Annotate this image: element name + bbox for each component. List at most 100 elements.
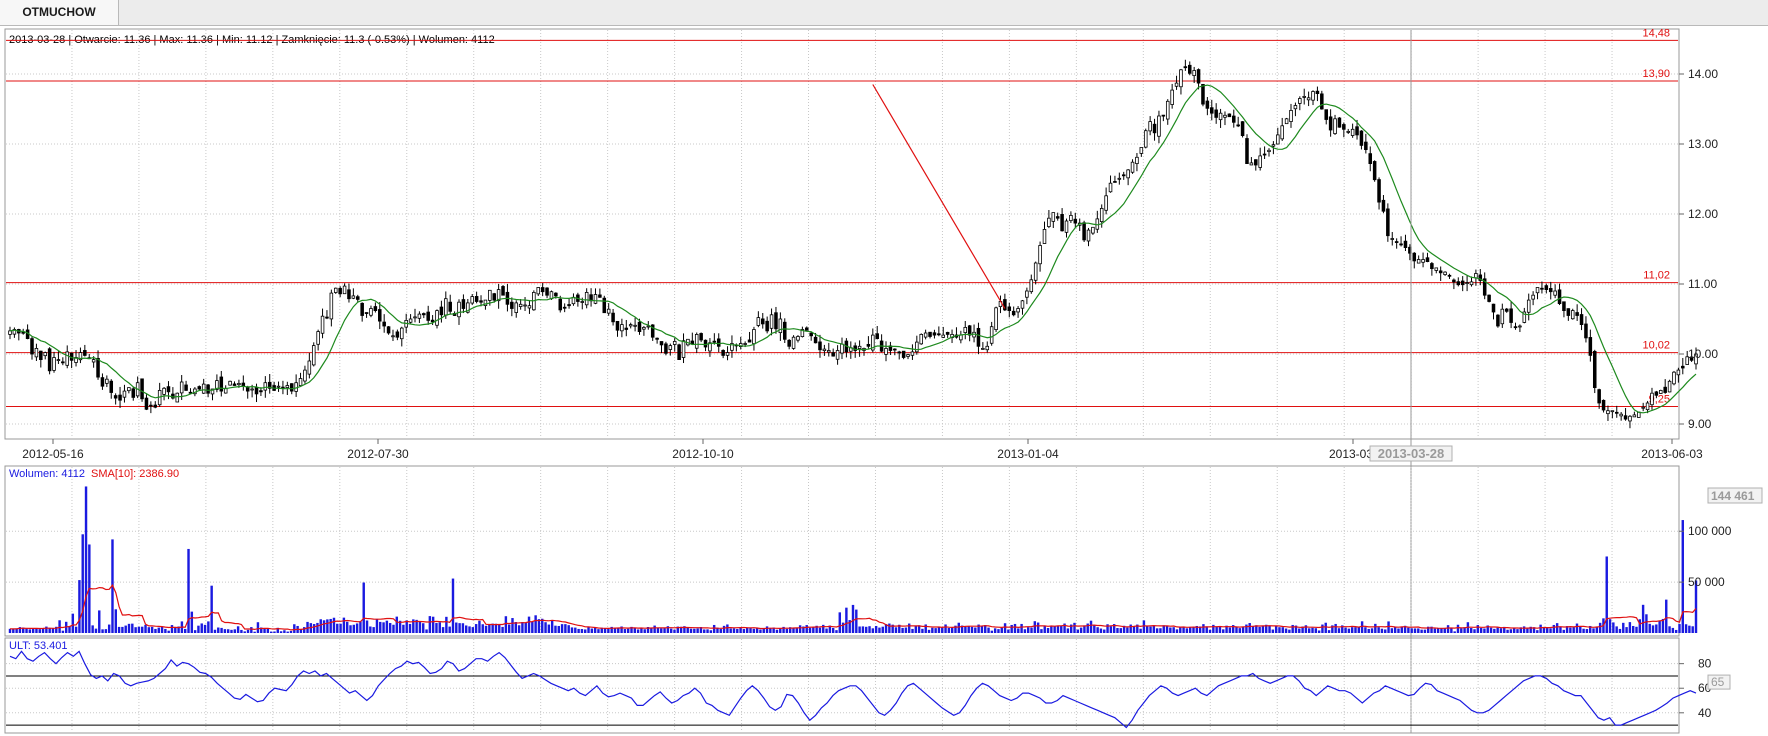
volume-bar bbox=[1370, 628, 1374, 633]
candle bbox=[589, 288, 593, 307]
candle-body bbox=[1117, 177, 1122, 180]
candle-body bbox=[8, 330, 12, 335]
ult-pane[interactable] bbox=[4, 637, 1680, 734]
hline-label-1: 13,90 bbox=[1642, 68, 1670, 80]
candle-body bbox=[1491, 303, 1496, 313]
volume-bar bbox=[428, 616, 432, 633]
price-y-tick-3: 12.00 bbox=[1688, 207, 1718, 221]
candle-body bbox=[1676, 369, 1681, 376]
volume-bar bbox=[564, 624, 567, 633]
volume-bar bbox=[388, 623, 392, 633]
candle-body bbox=[1623, 415, 1628, 420]
candle-body bbox=[131, 388, 136, 398]
price-x-tick-4: 2013-03- bbox=[1329, 447, 1377, 461]
candle-body bbox=[989, 326, 994, 344]
tab-otmuchow[interactable]: OTMUCHOW bbox=[0, 0, 119, 25]
volume-bar bbox=[941, 627, 944, 633]
volume-bar bbox=[385, 620, 389, 633]
volume-bar bbox=[230, 629, 233, 633]
volume-bar bbox=[957, 622, 960, 633]
candle bbox=[783, 318, 787, 344]
volume-bar bbox=[855, 609, 858, 633]
volume-bar bbox=[1651, 625, 1655, 633]
candle bbox=[774, 306, 778, 334]
volume-bar bbox=[1559, 626, 1562, 633]
candle bbox=[435, 309, 439, 329]
candle-body bbox=[1210, 107, 1214, 114]
volume-bar bbox=[656, 627, 660, 633]
volume-bar bbox=[785, 628, 789, 633]
candle bbox=[8, 326, 12, 340]
candle bbox=[338, 286, 342, 298]
volume-bar bbox=[1053, 625, 1056, 633]
volume-bar bbox=[398, 620, 402, 633]
volume-bar bbox=[1694, 580, 1698, 633]
volume-bar bbox=[1271, 629, 1275, 633]
volume-bar bbox=[18, 627, 22, 633]
volume-bar bbox=[164, 628, 167, 633]
chart-area[interactable]: 2013-03-28 | Otwarcie: 11.36 | Max: 11.3… bbox=[0, 26, 1768, 736]
volume-bar bbox=[795, 628, 799, 633]
candle-body bbox=[1003, 299, 1007, 311]
price-y-tick-1: 10.00 bbox=[1688, 347, 1718, 361]
candle-body bbox=[466, 302, 470, 313]
volume-bar bbox=[653, 625, 656, 633]
candle bbox=[1148, 116, 1152, 136]
volume-pane[interactable] bbox=[4, 465, 1680, 637]
candle-body bbox=[1425, 257, 1430, 263]
candle-body bbox=[1064, 220, 1069, 233]
volume-bar bbox=[1228, 627, 1232, 633]
volume-bar bbox=[537, 619, 541, 633]
volume-bar bbox=[1440, 628, 1443, 633]
candle bbox=[386, 326, 391, 335]
candle-body bbox=[303, 369, 307, 382]
volume-bar bbox=[1122, 625, 1126, 633]
cursor-date: 2013-03-28 bbox=[1378, 446, 1445, 461]
candle bbox=[1262, 146, 1267, 160]
volume-bar bbox=[240, 629, 243, 633]
volume-bar bbox=[1658, 620, 1661, 633]
candle bbox=[672, 338, 677, 352]
volume-bar bbox=[719, 629, 722, 633]
volume-bar bbox=[253, 631, 256, 633]
volume-bar bbox=[1136, 624, 1139, 633]
candle bbox=[1663, 379, 1667, 394]
volume-bar bbox=[1050, 625, 1053, 633]
volume-bar bbox=[779, 628, 782, 633]
candle bbox=[756, 311, 761, 328]
candle-body bbox=[1174, 82, 1179, 87]
candle-body bbox=[1227, 113, 1232, 118]
candle bbox=[1298, 96, 1302, 111]
ult-line bbox=[9, 650, 1697, 729]
candle bbox=[118, 386, 122, 408]
volume-bar bbox=[1579, 626, 1582, 633]
volume-bar bbox=[1668, 626, 1671, 633]
candle bbox=[505, 283, 510, 312]
candle-body bbox=[311, 345, 316, 366]
volume-bar bbox=[587, 627, 590, 633]
candle-body bbox=[699, 333, 703, 341]
candle-body bbox=[1548, 288, 1553, 293]
volume-bar bbox=[55, 626, 58, 633]
volume-bar bbox=[1142, 620, 1146, 633]
candle bbox=[228, 380, 232, 386]
volume-bar bbox=[805, 625, 808, 633]
volume-bar bbox=[1473, 629, 1476, 633]
volume-bar bbox=[1066, 628, 1070, 633]
volume-bar bbox=[838, 612, 841, 633]
candle bbox=[395, 329, 400, 341]
volume-bar bbox=[633, 627, 637, 633]
candle bbox=[175, 392, 180, 403]
candle-body bbox=[325, 316, 329, 319]
volume-bar bbox=[752, 628, 756, 633]
candle bbox=[919, 333, 923, 345]
candle bbox=[1597, 388, 1601, 409]
candle bbox=[923, 329, 928, 340]
candle bbox=[721, 349, 725, 359]
hline-label-0: 14,48 bbox=[1642, 27, 1670, 39]
volume-bar bbox=[1341, 625, 1344, 633]
price-pane[interactable] bbox=[4, 28, 1680, 440]
volume-bar bbox=[550, 619, 554, 633]
candle-body bbox=[1346, 131, 1350, 133]
volume-bar bbox=[1202, 624, 1205, 633]
